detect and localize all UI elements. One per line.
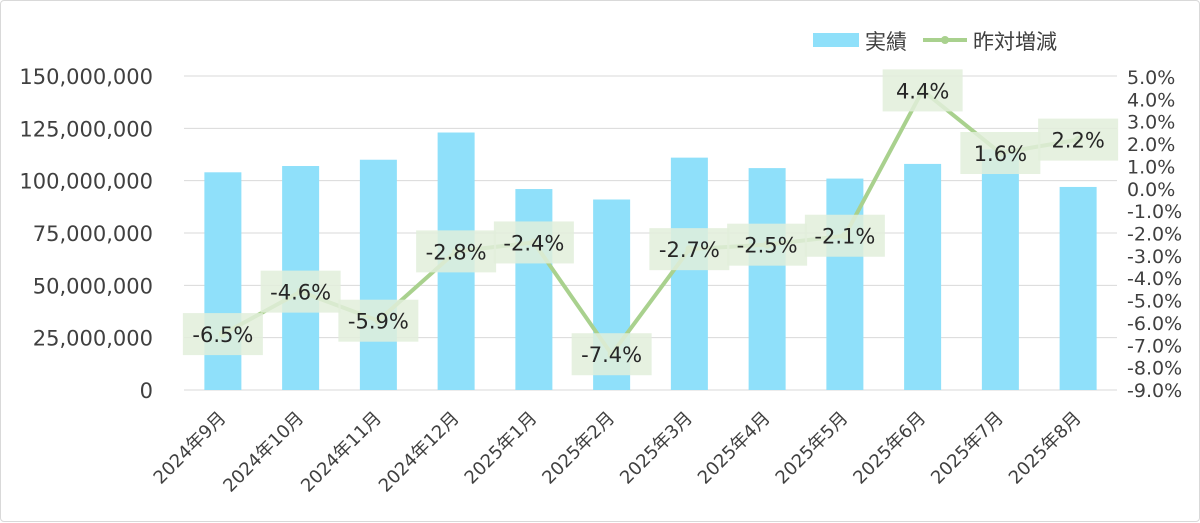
x-tick-label: 2025年7月 [927,408,1008,489]
y-left-tick-label: 0 [140,379,153,403]
data-label-box [649,228,730,271]
data-labels: -6.5% -4.6% -5.9% -2.8% -2.4% -7.4% -2.7% -2.5%… [182,69,1119,376]
data-label: -2.7% [659,238,720,262]
data-label: -6.5% [192,323,253,347]
data-label: -2.4% [503,231,564,255]
data-label: -5.9% [348,310,409,334]
data-label-box [338,299,419,342]
bar [359,159,397,390]
y-left-tick-label: 150,000,000 [19,65,153,89]
data-label-box [416,230,497,273]
data-label-box [804,214,885,257]
y-right-tick-label: -2.0% [1127,224,1182,246]
y-right-tick-label: 4.0% [1127,89,1175,111]
data-label-box [1038,118,1119,161]
y-right-tick-label: -6.0% [1127,313,1182,335]
y-right-tick-label: 1.0% [1127,156,1175,178]
x-tick-label: 2024年9月 [150,408,231,489]
data-label-box [493,221,574,264]
y-right-tick-label: -9.0% [1127,380,1182,402]
y-left-tick-label: 100,000,000 [19,170,153,194]
legend-swatch-bar [813,33,859,47]
data-label: 4.4% [896,79,949,103]
y-axis-right: 5.0%4.0%3.0%2.0%1.0%0.0%-1.0%-2.0%-3.0%-… [1127,67,1182,402]
bar [1059,186,1097,390]
legend-label-bar: 実績 [865,30,907,54]
data-label-box [960,132,1041,175]
data-label-box [571,333,652,376]
bar [670,157,708,390]
bar [748,168,786,390]
y-left-tick-label: 75,000,000 [33,222,153,246]
legend: 実績 昨対増減 [813,30,1057,54]
y-right-tick-label: -3.0% [1127,246,1182,268]
x-axis: 2024年9月2024年10月2024年11月2024年12月2025年1月20… [150,408,1086,497]
x-tick-label: 2025年3月 [616,408,697,489]
data-label: -2.8% [426,240,487,264]
x-tick-label: 2024年10月 [219,408,308,497]
y-right-tick-label: -8.0% [1127,358,1182,380]
y-right-tick-label: 0.0% [1127,179,1175,201]
y-right-tick-label: -1.0% [1127,201,1182,223]
data-label-box [727,223,808,266]
bar [204,172,242,390]
data-label: 2.2% [1051,129,1104,153]
y-left-tick-label: 50,000,000 [33,274,153,298]
bar [981,149,1019,390]
x-tick-label: 2025年4月 [694,408,775,489]
y-right-tick-label: -5.0% [1127,291,1182,313]
y-right-tick-label: 5.0% [1127,67,1175,89]
bar [515,189,553,390]
x-tick-label: 2025年1月 [461,408,542,489]
y-right-tick-label: 2.0% [1127,134,1175,156]
data-label: -2.5% [737,234,798,258]
legend-label-line: 昨対増減 [973,30,1057,54]
data-label: -7.4% [581,343,642,367]
legend-marker-line [941,36,949,44]
x-tick-label: 2025年2月 [538,408,619,489]
data-label-box [882,69,963,112]
bar [904,163,942,390]
x-tick-label: 2024年11月 [297,408,386,497]
y-axis-left: 0 25,000,000 50,000,000 75,000,000 100,000,0… [19,65,153,403]
data-label: 1.6% [974,142,1027,166]
data-label-box [182,313,263,356]
x-tick-label: 2024年12月 [375,408,464,497]
data-label: -2.1% [814,225,875,249]
x-tick-label: 2025年6月 [849,408,930,489]
y-right-tick-label: -7.0% [1127,335,1182,357]
x-tick-label: 2025年5月 [772,408,853,489]
data-label: -4.6% [270,281,331,305]
y-right-tick-label: -4.0% [1127,268,1182,290]
y-left-tick-label: 125,000,000 [19,117,153,141]
y-left-tick-label: 25,000,000 [33,327,153,351]
x-tick-label: 2025年8月 [1005,408,1086,489]
y-right-tick-label: 3.0% [1127,112,1175,134]
data-label-box [260,270,341,313]
